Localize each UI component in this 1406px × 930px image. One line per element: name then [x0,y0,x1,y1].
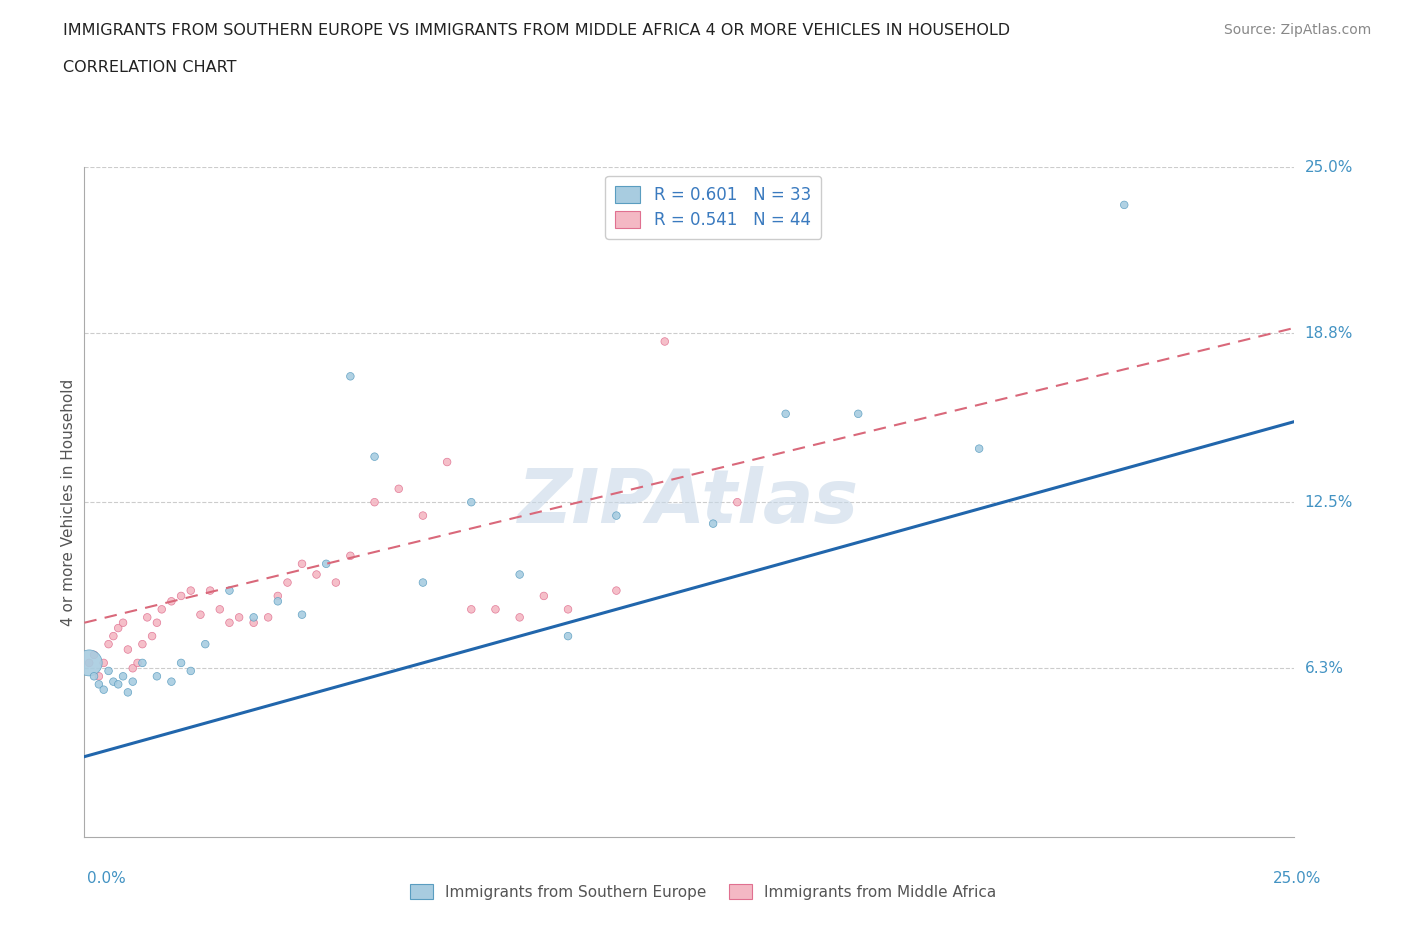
Legend: R = 0.601   N = 33, R = 0.541   N = 44: R = 0.601 N = 33, R = 0.541 N = 44 [606,176,821,239]
Point [846,406,869,421]
Point [967,441,990,456]
Point [363,495,385,510]
Point [291,607,314,622]
Point [150,602,173,617]
Point [605,508,627,523]
Point [484,602,506,617]
Point [121,661,143,676]
Point [267,589,290,604]
Point [194,637,217,652]
Point [93,683,115,698]
Point [325,575,347,590]
Point [339,369,361,384]
Point [117,642,139,657]
Point [218,583,240,598]
Point [509,610,531,625]
Point [257,610,280,625]
Point [242,616,264,631]
Point [131,656,153,671]
Point [127,656,149,671]
Point [160,594,183,609]
Point [412,508,434,523]
Point [533,589,555,604]
Point [146,616,169,631]
Point [276,575,298,590]
Text: 25.0%: 25.0% [1274,871,1322,886]
Point [315,556,337,571]
Point [170,589,193,604]
Point [77,656,100,671]
Point [228,610,250,625]
Point [97,637,120,652]
Point [436,455,458,470]
Point [170,656,193,671]
Point [103,674,125,689]
Point [702,516,724,531]
Point [654,334,676,349]
Text: Source: ZipAtlas.com: Source: ZipAtlas.com [1223,23,1371,37]
Text: 12.5%: 12.5% [1305,495,1353,510]
Point [97,663,120,678]
Point [218,616,240,631]
Text: 18.8%: 18.8% [1305,326,1353,341]
Point [267,594,290,609]
Point [1114,197,1136,212]
Point [121,674,143,689]
Point [460,602,482,617]
Point [107,620,129,635]
Point [190,607,212,622]
Text: IMMIGRANTS FROM SOUTHERN EUROPE VS IMMIGRANTS FROM MIDDLE AFRICA 4 OR MORE VEHIC: IMMIGRANTS FROM SOUTHERN EUROPE VS IMMIG… [63,23,1011,38]
Point [412,575,434,590]
Point [460,495,482,510]
Point [87,669,110,684]
Point [136,610,159,625]
Point [775,406,797,421]
Point [557,629,579,644]
Point [107,677,129,692]
Point [83,669,105,684]
Point [388,482,411,497]
Point [725,495,748,510]
Point [77,656,100,671]
Point [291,556,314,571]
Point [146,669,169,684]
Point [509,567,531,582]
Text: ZIPAtlas: ZIPAtlas [519,466,859,538]
Point [160,674,183,689]
Point [87,677,110,692]
Point [242,610,264,625]
Text: CORRELATION CHART: CORRELATION CHART [63,60,236,75]
Point [131,637,153,652]
Point [112,616,135,631]
Point [180,663,202,678]
Point [557,602,579,617]
Point [83,647,105,662]
Point [93,656,115,671]
Point [198,583,221,598]
Point [305,567,328,582]
Text: 0.0%: 0.0% [87,871,127,886]
Point [208,602,231,617]
Point [363,449,385,464]
Text: 25.0%: 25.0% [1305,160,1353,175]
Point [112,669,135,684]
Point [103,629,125,644]
Point [141,629,163,644]
Text: 6.3%: 6.3% [1305,660,1344,676]
Point [605,583,627,598]
Point [117,684,139,699]
Legend: Immigrants from Southern Europe, Immigrants from Middle Africa: Immigrants from Southern Europe, Immigra… [404,877,1002,906]
Point [180,583,202,598]
Y-axis label: 4 or more Vehicles in Household: 4 or more Vehicles in Household [60,379,76,626]
Point [339,549,361,564]
